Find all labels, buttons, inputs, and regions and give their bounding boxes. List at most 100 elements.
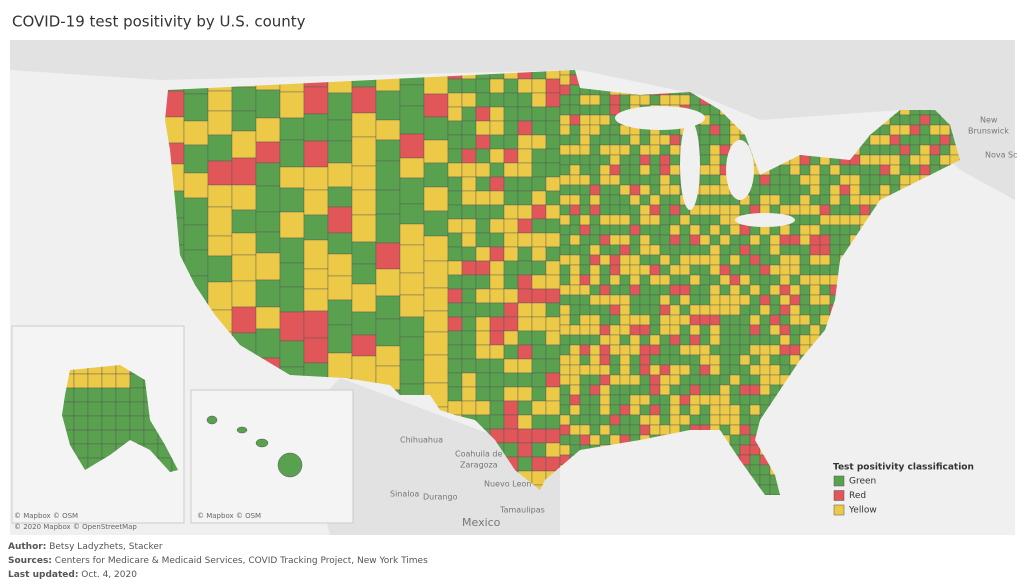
county — [327, 140, 353, 164]
county — [599, 164, 611, 176]
county — [619, 294, 631, 306]
county — [423, 162, 449, 188]
county — [589, 144, 601, 156]
county — [679, 254, 691, 266]
county — [649, 194, 661, 206]
county — [749, 294, 761, 306]
county — [799, 224, 811, 236]
county — [739, 274, 751, 286]
county — [699, 264, 711, 276]
county — [589, 234, 601, 246]
county — [447, 400, 463, 416]
county — [461, 302, 477, 318]
county — [769, 174, 781, 186]
county — [669, 144, 681, 156]
county — [699, 204, 711, 216]
county — [919, 154, 931, 166]
county — [619, 344, 631, 356]
county — [599, 134, 611, 146]
county — [779, 234, 791, 246]
county — [809, 274, 821, 286]
county — [475, 148, 491, 164]
county — [531, 78, 547, 94]
county — [859, 194, 871, 206]
county — [749, 414, 761, 426]
county — [749, 404, 761, 416]
county — [709, 154, 721, 166]
county — [829, 204, 841, 216]
county — [749, 304, 761, 316]
county — [759, 334, 771, 346]
county — [709, 284, 721, 296]
county — [669, 294, 681, 306]
county — [819, 204, 831, 216]
county — [659, 264, 671, 276]
county — [679, 214, 691, 226]
county — [545, 316, 561, 332]
county — [699, 184, 711, 196]
county — [619, 364, 631, 376]
county — [545, 330, 561, 346]
county — [879, 174, 891, 186]
county — [649, 144, 661, 156]
county — [489, 92, 505, 108]
county — [799, 184, 811, 196]
county — [447, 232, 463, 248]
county — [929, 124, 941, 136]
county — [375, 119, 401, 141]
county — [461, 330, 477, 346]
county — [729, 204, 741, 216]
county — [531, 148, 547, 164]
county — [231, 280, 257, 308]
county — [255, 162, 281, 187]
county — [475, 106, 491, 122]
county — [559, 144, 571, 156]
county — [599, 114, 611, 126]
borough — [87, 401, 103, 417]
county — [719, 264, 731, 276]
county — [679, 264, 691, 276]
county — [759, 284, 771, 296]
county — [351, 283, 377, 313]
county — [709, 194, 721, 206]
updated: Oct. 4, 2020 — [81, 570, 137, 580]
county — [475, 316, 491, 332]
county — [639, 334, 651, 346]
county — [629, 234, 641, 246]
lake-superior — [615, 106, 705, 130]
county — [689, 294, 701, 306]
county — [739, 254, 751, 266]
county — [517, 302, 533, 318]
county — [399, 223, 425, 246]
county — [699, 234, 711, 246]
county — [589, 104, 601, 116]
county — [569, 354, 581, 366]
county — [799, 244, 811, 256]
county — [619, 274, 631, 286]
county — [749, 364, 761, 376]
county — [569, 364, 581, 376]
county — [559, 384, 571, 396]
county — [545, 218, 561, 234]
county — [699, 224, 711, 236]
county — [809, 174, 821, 186]
county — [749, 354, 761, 366]
county — [699, 274, 711, 286]
county — [503, 260, 519, 276]
county — [689, 274, 701, 286]
county — [279, 187, 305, 213]
county — [739, 444, 751, 456]
county — [699, 374, 711, 386]
county — [629, 184, 641, 196]
county — [579, 384, 591, 396]
county — [669, 224, 681, 236]
county — [709, 234, 721, 246]
county — [517, 288, 533, 304]
county — [789, 314, 801, 326]
county — [809, 194, 821, 206]
county — [579, 324, 591, 336]
county — [719, 194, 731, 206]
hawaii-inset — [190, 389, 354, 524]
county — [699, 314, 711, 326]
county — [579, 104, 591, 116]
